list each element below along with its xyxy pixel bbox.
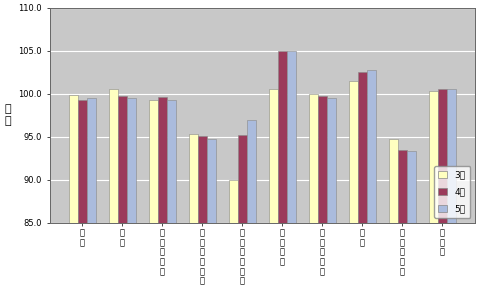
Bar <box>367 70 376 290</box>
Bar <box>438 89 447 290</box>
Bar <box>278 51 287 290</box>
Bar <box>238 135 247 290</box>
Bar <box>269 89 278 290</box>
Bar <box>127 98 136 290</box>
Bar <box>327 98 335 290</box>
Bar <box>358 72 367 290</box>
Y-axis label: 指
数: 指 数 <box>4 104 11 126</box>
Bar <box>189 134 198 290</box>
Bar <box>287 51 296 290</box>
Bar <box>109 89 118 290</box>
Bar <box>207 139 216 290</box>
Bar <box>229 180 238 290</box>
Bar <box>149 100 158 290</box>
Bar <box>398 150 407 290</box>
Bar <box>318 96 327 290</box>
Bar <box>118 96 127 290</box>
Bar <box>389 139 398 290</box>
Bar <box>198 136 207 290</box>
Bar <box>407 151 415 290</box>
Bar <box>167 100 176 290</box>
Bar <box>87 98 96 290</box>
Bar <box>349 81 358 290</box>
Bar <box>78 100 87 290</box>
Bar <box>429 91 438 290</box>
Bar <box>247 120 255 290</box>
Legend: 3月, 4月, 5月: 3月, 4月, 5月 <box>434 166 470 218</box>
Bar <box>447 89 456 290</box>
Bar <box>309 94 318 290</box>
Bar <box>69 95 78 290</box>
Bar <box>158 97 167 290</box>
